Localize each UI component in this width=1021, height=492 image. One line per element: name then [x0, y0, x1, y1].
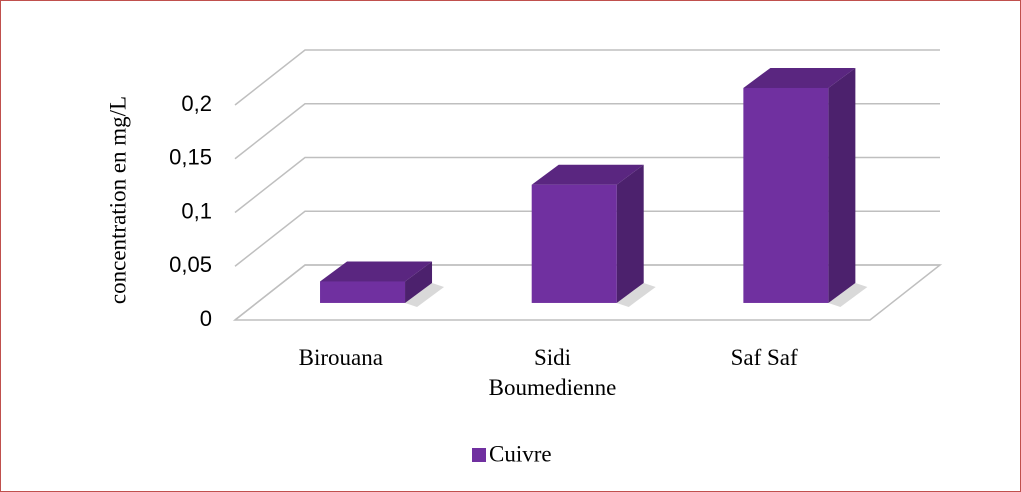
bar-shadow: [405, 282, 445, 307]
bar-side: [828, 67, 856, 303]
bar: [531, 184, 617, 303]
y-tick-label: 0,2: [181, 91, 212, 116]
y-tick-label: 0: [200, 306, 212, 331]
y-axis-title: concentration en mg/L: [105, 96, 130, 304]
bar-shadow: [828, 282, 868, 307]
grid-line: [234, 49, 940, 106]
bar-top: [531, 164, 644, 185]
bar-side: [616, 164, 644, 303]
y-tick-label: 0,05: [169, 252, 212, 277]
y-tick-label: 0,1: [181, 198, 212, 223]
bar-top: [743, 67, 856, 88]
bar: [320, 281, 406, 303]
x-tick-label: Saf Saf: [730, 345, 798, 370]
grid-line: [234, 103, 940, 160]
bar-side: [405, 261, 433, 303]
legend-swatch: [472, 448, 486, 462]
legend-label: Cuivre: [489, 441, 552, 466]
bar: [743, 87, 829, 303]
x-tick-label: Sidi Boumedienne: [488, 345, 617, 400]
x-tick-label: Birouana: [298, 345, 383, 370]
grid-line: [234, 210, 940, 267]
grid-line: [234, 156, 940, 214]
y-tick-label: 0,15: [169, 145, 212, 170]
grid-line: [234, 264, 940, 321]
bar-shadow: [616, 282, 656, 307]
bar-top: [320, 261, 433, 282]
